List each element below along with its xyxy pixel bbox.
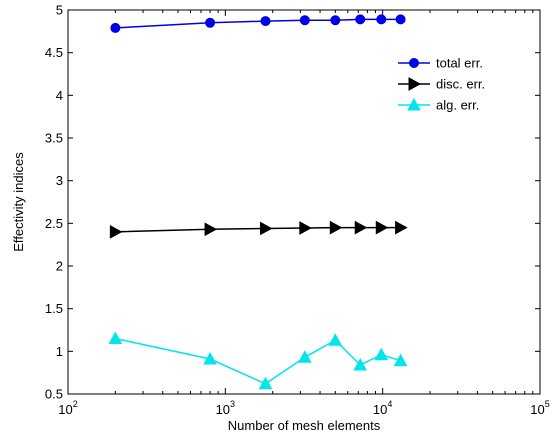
- data-point: [299, 221, 312, 235]
- data-point: [297, 350, 312, 363]
- data-point: [375, 220, 389, 235]
- x-tick-label: 104: [373, 399, 392, 417]
- data-point: [395, 14, 406, 25]
- data-point: [260, 16, 271, 27]
- legend-label: total err.: [436, 56, 483, 71]
- x-tick-base: 10: [373, 402, 387, 417]
- data-point: [393, 353, 408, 367]
- data-point: [354, 220, 368, 235]
- legend-marker: [409, 58, 419, 68]
- data-point: [110, 22, 121, 33]
- x-tick-label: 103: [216, 399, 235, 417]
- data-point: [299, 15, 310, 26]
- y-axis-label: Effectivity indices: [11, 152, 26, 252]
- legend-marker: [407, 97, 421, 111]
- series-layer: [108, 14, 408, 390]
- y-tick-label: 2.5: [45, 216, 63, 231]
- x-axis-label: Number of mesh elements: [228, 418, 381, 433]
- data-point: [204, 222, 218, 237]
- y-tick-label: 3.5: [45, 131, 63, 146]
- data-point: [203, 351, 217, 365]
- data-point: [328, 333, 343, 346]
- y-tick-label: 1.5: [45, 301, 63, 316]
- legend-label: disc. err.: [436, 77, 485, 92]
- y-tick-label: 4: [56, 88, 63, 103]
- x-tick-exponent: 4: [387, 399, 392, 409]
- data-point: [353, 357, 368, 371]
- y-tick-label: 5: [56, 3, 63, 18]
- x-tick-exponent: 3: [230, 399, 235, 409]
- data-point: [374, 347, 389, 361]
- data-point: [329, 220, 343, 235]
- x-tick-exponent: 5: [545, 399, 550, 409]
- y-tick-label: 2: [56, 259, 63, 274]
- legend-label: alg. err.: [436, 98, 479, 113]
- x-tick-base: 10: [216, 402, 230, 417]
- data-point: [355, 14, 366, 25]
- data-point: [109, 225, 123, 239]
- x-tick-label: 102: [58, 399, 77, 417]
- data-point: [376, 14, 387, 25]
- data-point: [205, 17, 216, 28]
- data-point: [258, 376, 273, 390]
- x-tick-exponent: 2: [73, 399, 78, 409]
- legend: total err. disc. err. alg. err.: [398, 56, 485, 113]
- y-tick-label: 1: [56, 344, 63, 359]
- x-tick-base: 10: [58, 402, 72, 417]
- plot-frame: [67, 9, 541, 395]
- data-point: [108, 331, 123, 345]
- legend-marker: [408, 77, 422, 91]
- data-point: [395, 220, 408, 235]
- data-point: [330, 15, 341, 26]
- data-point: [259, 221, 273, 236]
- x-tick-label: 105: [530, 399, 549, 417]
- y-tick-label: 4.5: [45, 45, 63, 60]
- x-tick-base: 10: [530, 402, 544, 417]
- y-tick-label: 0.5: [45, 387, 63, 402]
- y-tick-label: 3: [56, 173, 63, 188]
